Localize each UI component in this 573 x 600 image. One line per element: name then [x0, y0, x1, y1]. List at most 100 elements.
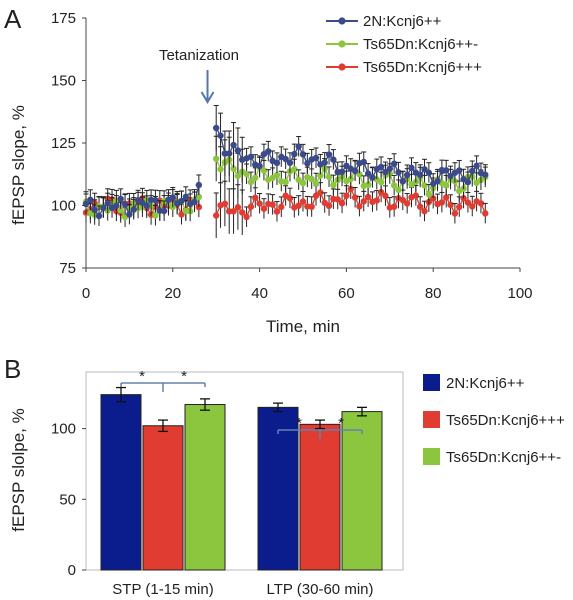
- bar: [341, 411, 383, 571]
- data-point: [252, 174, 259, 182]
- data-point: [317, 172, 324, 179]
- data-point: [291, 166, 298, 173]
- data-point: [330, 181, 337, 189]
- data-point: [351, 167, 359, 175]
- data-point: [295, 176, 302, 184]
- legend-label: 2N:Kcnj6++: [446, 375, 525, 392]
- significance-star: *: [139, 368, 145, 385]
- data-point: [356, 203, 363, 210]
- data-point: [434, 178, 441, 185]
- data-point: [160, 207, 168, 215]
- data-point: [295, 202, 302, 209]
- data-point: [304, 160, 311, 167]
- panel-a-y-tick-label: 125: [51, 135, 76, 152]
- data-point: [169, 194, 176, 201]
- data-point: [421, 182, 428, 189]
- data-point: [230, 141, 237, 149]
- data-point: [230, 208, 237, 215]
- data-point: [91, 206, 98, 214]
- data-point: [456, 203, 463, 211]
- data-point: [243, 170, 250, 178]
- data-point: [260, 205, 268, 212]
- panel-a-x-tick-label: 0: [82, 285, 90, 302]
- data-point: [195, 193, 203, 201]
- data-point: [130, 206, 137, 213]
- data-point: [273, 159, 281, 167]
- data-point: [386, 165, 393, 172]
- data-point: [390, 182, 398, 189]
- significance-star: *: [338, 415, 344, 432]
- bar: [184, 404, 226, 571]
- data-point: [226, 150, 233, 157]
- data-point: [143, 202, 150, 210]
- significance-star: *: [181, 368, 187, 385]
- panel-a-x-tick-label: 60: [338, 285, 355, 302]
- data-point: [473, 162, 480, 170]
- data-point: [117, 195, 124, 203]
- panel-b-chart: B 0 50 100 fEPSP slolpe, % STP (1-15 min) L…: [4, 354, 565, 598]
- bar: [299, 423, 341, 571]
- data-point: [312, 154, 320, 162]
- data-point: [364, 193, 372, 201]
- data-point: [113, 202, 120, 209]
- panel-b-y-tick-label: 0: [68, 562, 76, 579]
- legend-swatch: [423, 411, 440, 428]
- data-point: [282, 155, 289, 163]
- data-point: [213, 124, 220, 132]
- data-point: [308, 175, 315, 183]
- data-point: [464, 199, 472, 206]
- data-point: [443, 182, 450, 189]
- data-point: [234, 204, 242, 211]
- data-point: [403, 200, 411, 207]
- data-point: [95, 212, 103, 220]
- data-point: [87, 196, 94, 204]
- data-point: [403, 171, 411, 179]
- data-point: [260, 167, 268, 174]
- data-point: [482, 210, 489, 217]
- data-point: [282, 178, 289, 186]
- data-point: [482, 171, 489, 178]
- data-point: [295, 143, 302, 150]
- data-point: [291, 150, 298, 158]
- data-point: [447, 201, 454, 209]
- data-point: [247, 178, 255, 186]
- data-point: [443, 194, 450, 201]
- panel-a-label: A: [4, 4, 22, 34]
- data-point: [213, 212, 220, 219]
- data-point: [213, 155, 220, 162]
- data-point: [325, 202, 333, 210]
- data-point: [321, 159, 328, 166]
- arrow-head: [200, 91, 215, 104]
- data-point: [299, 198, 307, 205]
- data-point: [286, 195, 294, 202]
- data-point: [351, 194, 359, 201]
- legend-label: Ts65Dn:Kcnj6+++: [363, 59, 482, 76]
- bar: [257, 406, 299, 571]
- data-point: [416, 203, 424, 210]
- legend-label: Ts65Dn:Kcnj6+++: [446, 412, 565, 429]
- data-point: [338, 168, 346, 176]
- panel-a-legend: 2N:Kcnj6++ Ts65Dn:Kcnj6++- Ts65Dn:Kcnj6+++: [326, 13, 482, 76]
- data-point: [364, 181, 372, 188]
- data-point: [178, 211, 185, 218]
- data-point: [286, 159, 294, 167]
- data-point: [308, 203, 315, 210]
- data-point: [221, 200, 229, 207]
- data-point: [239, 209, 246, 216]
- significance-star: *: [296, 415, 302, 432]
- panel-a-y-tick-label: 150: [51, 73, 76, 90]
- category-label: STP (1-15 min): [112, 581, 213, 598]
- data-point: [377, 163, 385, 171]
- data-point: [252, 194, 259, 202]
- data-point: [182, 193, 190, 201]
- data-point: [230, 165, 237, 172]
- data-point: [412, 192, 420, 199]
- data-point: [469, 167, 476, 175]
- legend-marker: [338, 17, 346, 25]
- data-point: [312, 180, 320, 187]
- data-point: [234, 147, 242, 154]
- data-point: [256, 200, 263, 207]
- panel-a-y-tick-label: 75: [59, 260, 76, 277]
- panel-b-frame: [85, 371, 404, 571]
